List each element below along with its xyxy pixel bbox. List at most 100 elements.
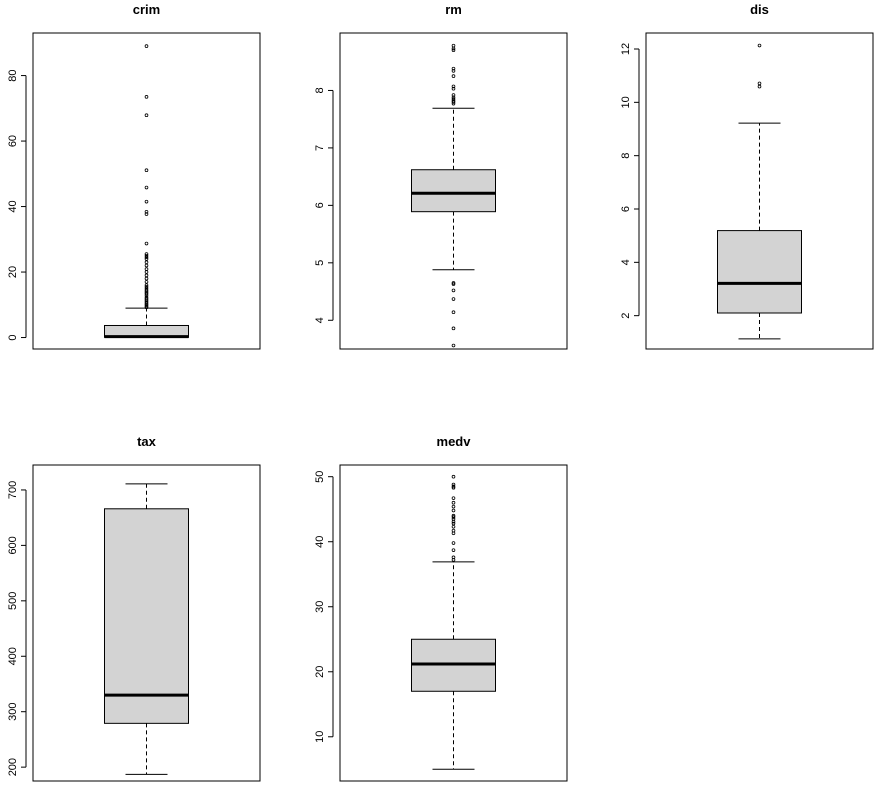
outlier-point-rm-12 xyxy=(451,93,456,97)
outlier-point-medv-11 xyxy=(451,513,456,518)
iqr-box-dis xyxy=(717,230,802,314)
outlier-point-rm-6 xyxy=(451,281,456,285)
outlier-point-crim-22 xyxy=(144,263,149,268)
y-tick-label-dis-4: 4 xyxy=(620,259,632,265)
outlier-point-medv-5 xyxy=(451,528,456,533)
outlier-point-medv-14 xyxy=(451,500,456,505)
outlier-point-medv-2 xyxy=(451,548,456,552)
outlier-point-crim-14 xyxy=(144,286,149,291)
y-tick-label-crim-80: 80 xyxy=(7,69,19,81)
outlier-point-dis-1 xyxy=(757,81,762,86)
y-tick-label-crim-40: 40 xyxy=(7,200,19,212)
outlier-point-crim-34 xyxy=(144,113,149,117)
outlier-point-dis-0 xyxy=(757,84,762,89)
y-tick-label-crim-0: 0 xyxy=(7,334,19,340)
outlier-point-crim-30 xyxy=(144,209,149,214)
outlier-point-rm-2 xyxy=(451,310,456,315)
outlier-point-rm-10 xyxy=(451,97,456,101)
y-tick-label-crim-60: 60 xyxy=(7,135,19,147)
outlier-point-crim-33 xyxy=(144,168,149,173)
outlier-point-medv-16 xyxy=(451,485,456,490)
outlier-point-crim-17 xyxy=(144,280,149,284)
y-tick-label-rm-4: 4 xyxy=(314,317,326,323)
outlier-point-dis-2 xyxy=(757,43,762,48)
outlier-point-crim-24 xyxy=(144,257,149,261)
y-tick-label-tax-400: 400 xyxy=(7,647,19,665)
outlier-point-crim-28 xyxy=(144,241,149,246)
boxplot-panel-tax: tax 200 300 400 500 600 700 xyxy=(7,434,261,782)
outlier-point-medv-13 xyxy=(451,504,456,509)
y-tick-label-dis-2: 2 xyxy=(620,313,632,319)
outlier-point-medv-19 xyxy=(451,474,456,479)
outlier-point-rm-9 xyxy=(451,98,456,103)
outlier-point-rm-3 xyxy=(451,297,456,301)
outlier-point-crim-29 xyxy=(144,212,149,216)
y-tick-label-tax-700: 700 xyxy=(7,481,19,499)
outlier-point-medv-1 xyxy=(451,555,456,560)
chart-title-dis: dis xyxy=(750,2,769,17)
outlier-point-rm-16 xyxy=(451,69,456,73)
outlier-point-rm-14 xyxy=(451,84,456,89)
y-tick-label-dis-10: 10 xyxy=(620,96,632,108)
y-tick-label-medv-10: 10 xyxy=(314,731,326,743)
outlier-point-medv-17 xyxy=(451,484,456,489)
y-tick-label-crim-20: 20 xyxy=(7,266,19,278)
chart-title-medv: medv xyxy=(437,434,472,449)
outlier-point-crim-36 xyxy=(144,44,149,48)
outlier-point-rm-0 xyxy=(451,343,456,348)
outlier-point-crim-15 xyxy=(144,284,149,289)
outlier-point-crim-19 xyxy=(144,273,149,278)
y-tick-label-rm-6: 6 xyxy=(314,202,326,208)
outlier-point-rm-5 xyxy=(451,282,456,286)
outlier-point-rm-4 xyxy=(451,288,456,293)
outlier-point-crim-20 xyxy=(144,270,149,274)
plot-frame-crim xyxy=(32,32,261,350)
boxplot-panel-rm: rm 4 5 6 7 8 xyxy=(314,2,568,350)
chart-title-rm: rm xyxy=(445,2,462,17)
outlier-point-crim-16 xyxy=(144,283,149,287)
y-tick-label-medv-40: 40 xyxy=(314,536,326,548)
outlier-point-rm-18 xyxy=(451,48,456,53)
outlier-point-crim-31 xyxy=(144,199,149,204)
chart-title-tax: tax xyxy=(137,434,157,449)
boxplot-panel-medv: medv 10 20 30 40 50 xyxy=(314,434,568,782)
y-tick-label-medv-50: 50 xyxy=(314,471,326,483)
outlier-point-medv-7 xyxy=(451,521,456,526)
plot-frame-dis xyxy=(645,32,874,350)
outlier-point-rm-11 xyxy=(451,95,456,100)
plot-frame-medv xyxy=(339,464,568,782)
outlier-point-medv-12 xyxy=(451,508,456,513)
outlier-point-crim-25 xyxy=(144,255,149,260)
outlier-point-crim-13 xyxy=(144,288,149,292)
y-tick-label-medv-20: 20 xyxy=(314,666,326,678)
y-tick-label-rm-8: 8 xyxy=(314,87,326,93)
outlier-point-medv-9 xyxy=(451,517,456,521)
y-tick-label-dis-6: 6 xyxy=(620,206,632,212)
outlier-point-crim-35 xyxy=(144,95,149,99)
y-tick-label-tax-500: 500 xyxy=(7,592,19,610)
outlier-point-rm-20 xyxy=(451,43,456,48)
outlier-point-crim-27 xyxy=(144,252,149,256)
chart-title-crim: crim xyxy=(133,2,160,17)
y-tick-label-tax-600: 600 xyxy=(7,536,19,554)
outlier-point-rm-17 xyxy=(451,66,456,71)
outlier-point-crim-26 xyxy=(144,253,149,258)
outlier-point-crim-32 xyxy=(144,185,149,190)
iqr-box-rm xyxy=(411,169,496,213)
outlier-point-medv-10 xyxy=(451,515,456,519)
outlier-point-medv-3 xyxy=(451,541,456,545)
outlier-point-rm-13 xyxy=(451,86,456,91)
outlier-point-crim-1 xyxy=(144,304,149,309)
outlier-point-medv-18 xyxy=(451,482,456,487)
iqr-box-tax xyxy=(104,508,189,724)
outlier-point-rm-15 xyxy=(451,74,456,78)
outlier-point-medv-6 xyxy=(451,524,456,529)
outlier-point-medv-15 xyxy=(451,496,456,500)
y-tick-label-dis-8: 8 xyxy=(620,153,632,159)
outlier-point-crim-23 xyxy=(144,260,149,265)
plot-frame-tax xyxy=(32,464,261,782)
boxplot-panel-dis: dis 2 4 6 8 10 12 xyxy=(620,2,874,350)
outlier-point-rm-1 xyxy=(451,326,456,331)
outlier-point-crim-18 xyxy=(144,276,149,281)
